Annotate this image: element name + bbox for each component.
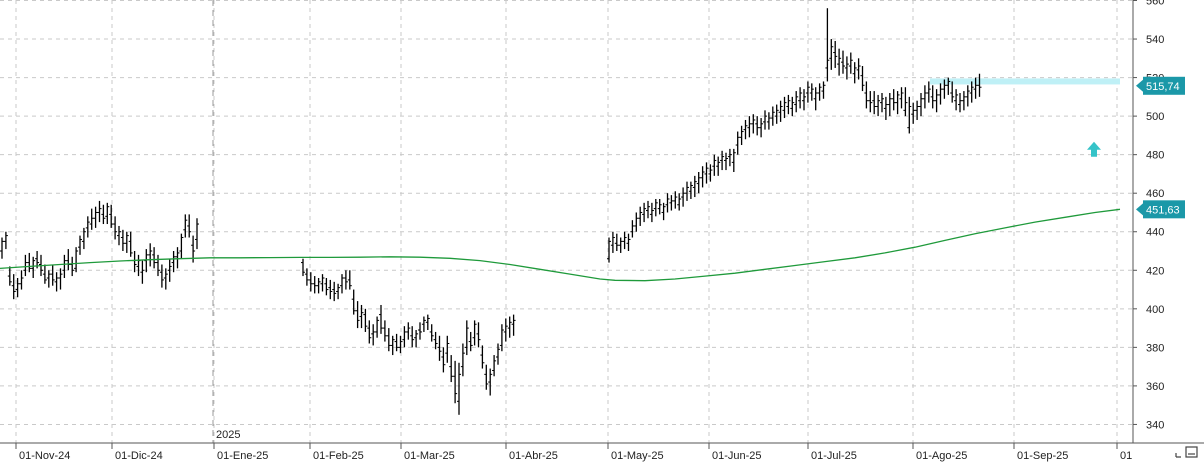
moving-average-line: [0, 208, 1121, 282]
x-tick-label: 01: [1120, 450, 1132, 462]
y-tick-label: 480: [1146, 150, 1164, 162]
scroll-end-icon[interactable]: [1174, 445, 1200, 461]
moving-average: [0, 208, 1121, 282]
y-tick-label: 360: [1146, 381, 1164, 393]
y-tick-label: 460: [1146, 188, 1164, 200]
x-tick-label: 01-May-25: [611, 450, 664, 462]
price-tags: 515,74 451,63: [1136, 76, 1185, 219]
moving-average-tag: [1143, 200, 1185, 219]
x-tick-label: 01-Dic-24: [115, 450, 163, 462]
x-tick-label: 01-Nov-24: [19, 450, 70, 462]
resistance-band: [930, 78, 1120, 85]
y-tick-label: 400: [1146, 304, 1164, 316]
x-tick-label: 01-Abr-25: [509, 450, 558, 462]
gridlines: [0, 0, 1133, 443]
x-tick-label: 01-Ene-25: [217, 450, 268, 462]
y-tick-label: 380: [1146, 342, 1164, 354]
price-bars: [0, 8, 982, 415]
x-tick-label: 01-Mar-25: [404, 450, 455, 462]
moving-average-pointer: [1136, 203, 1143, 216]
moving-average-label: 451,63: [1146, 204, 1180, 216]
x-tick-label: 01-Jul-25: [811, 450, 857, 462]
y-tick-label: 420: [1146, 265, 1164, 277]
y-tick-label: 440: [1146, 227, 1164, 239]
x-tick-label: 01-Feb-25: [313, 450, 364, 462]
x-tick-label: 01-Ago-25: [916, 450, 967, 462]
y-tick-label: 560: [1146, 0, 1164, 8]
y-tick-label: 340: [1146, 419, 1164, 431]
axes: [0, 0, 1204, 444]
scroll-left-glyph: [1175, 453, 1181, 458]
up-arrow-shape: [1087, 141, 1101, 157]
year-divider: 2025: [212, 0, 240, 443]
y-tick-label: 540: [1146, 34, 1164, 46]
scroll-box-glyph: [1185, 446, 1198, 458]
year-marker-label: 2025: [216, 429, 240, 441]
up-arrow-icon: [1087, 141, 1101, 157]
x-tick-label: 01-Sep-25: [1017, 450, 1068, 462]
last-price-pointer: [1136, 79, 1143, 92]
y-tick-label: 500: [1146, 111, 1164, 123]
last-price-label: 515,74: [1146, 81, 1180, 93]
last-price-tag: [1143, 76, 1185, 95]
x-axis-ticks: 01-Nov-24 01-Dic-24 01-Ene-25 01-Feb-25 01-M…: [15, 443, 1132, 462]
resistance-band-rect: [930, 78, 1120, 85]
x-tick-label: 01-Jun-25: [712, 450, 762, 462]
